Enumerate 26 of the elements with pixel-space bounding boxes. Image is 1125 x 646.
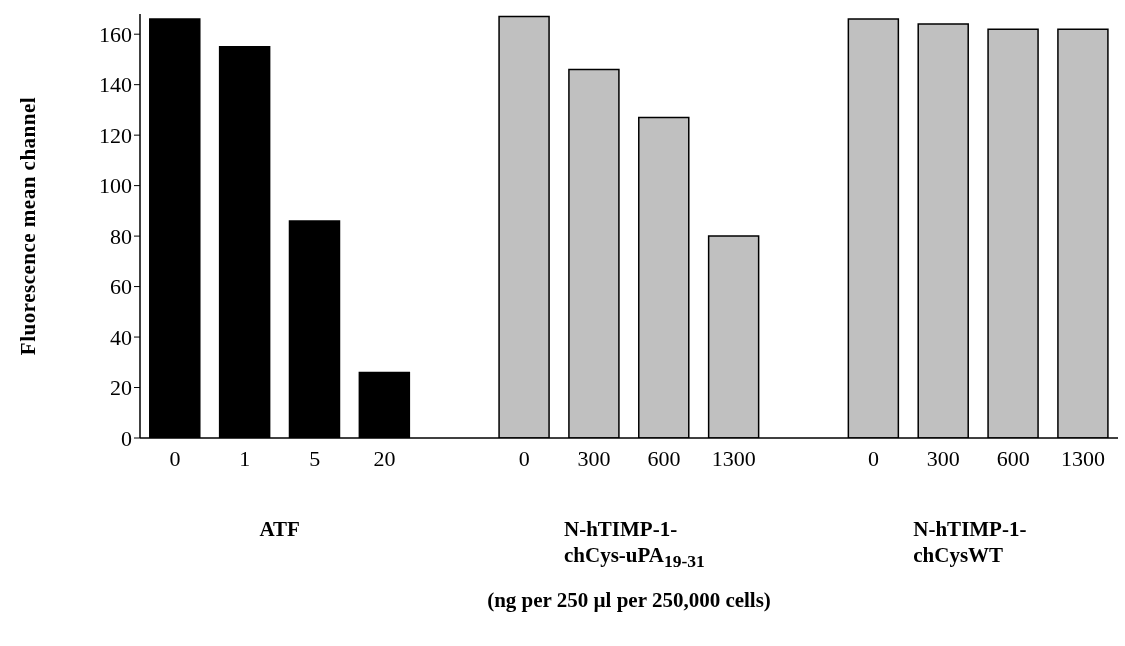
x-tick-label: 300 bbox=[926, 445, 960, 471]
x-tick-label: 600 bbox=[647, 445, 681, 471]
y-tick-label: 140 bbox=[99, 72, 132, 98]
x-tick-label: 0 bbox=[868, 445, 879, 471]
y-tick-label: 40 bbox=[110, 324, 132, 350]
x-tick-label: 300 bbox=[577, 445, 611, 471]
x-tick-label: 0 bbox=[518, 445, 530, 471]
y-axis-title: Fluorescence mean channel bbox=[15, 96, 41, 356]
x-tick-label: 1300 bbox=[711, 445, 756, 471]
text: (ng per 250 µl per 250,000 cells) bbox=[486, 588, 772, 613]
y-tick-label: 60 bbox=[110, 274, 132, 300]
x-tick-label: 1300 bbox=[1061, 445, 1106, 471]
x-tick-label: 1 bbox=[239, 445, 251, 471]
y-tick-label: 100 bbox=[99, 173, 132, 199]
y-tick-label: 0 bbox=[121, 425, 132, 451]
x-tick-label: 600 bbox=[996, 445, 1030, 471]
text: N-hTIMP-1-chCys-uPA$_{19-31}$ bbox=[563, 516, 706, 574]
y-tick-label: 120 bbox=[99, 122, 132, 148]
x-tick-label: 0 bbox=[169, 445, 181, 471]
x-tick-label: 5 bbox=[309, 445, 321, 471]
y-tick-label: 20 bbox=[110, 375, 132, 401]
y-tick-label: 160 bbox=[99, 22, 132, 47]
y-tick-label: 80 bbox=[110, 223, 132, 249]
text: N-hTIMP-1-chCysWT bbox=[912, 516, 1028, 568]
text: ATF bbox=[258, 516, 301, 542]
x-tick-label: 20 bbox=[373, 445, 396, 471]
